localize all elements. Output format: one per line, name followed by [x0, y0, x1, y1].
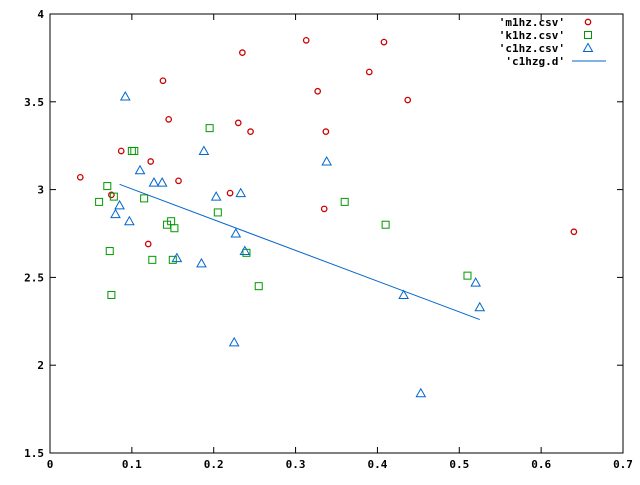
square-point	[130, 146, 139, 155]
circle-point	[76, 173, 84, 181]
y-tick-label: 1.5	[24, 447, 44, 460]
x-tick-label: 0.1	[122, 458, 142, 471]
circle-point	[380, 38, 388, 46]
triangle-point	[210, 191, 222, 201]
triangle-point	[230, 227, 242, 238]
square-point	[168, 255, 177, 264]
triangle-point	[321, 155, 333, 166]
y-tick-label: 3	[37, 184, 44, 197]
circle-point	[404, 96, 412, 104]
triangle-point	[239, 245, 251, 256]
circle-point	[320, 205, 328, 213]
circle-point	[108, 191, 115, 199]
x-tick-label: 0.4	[367, 458, 387, 471]
circle-point	[159, 77, 167, 85]
circle-point	[302, 36, 310, 44]
triangle-point	[134, 164, 146, 175]
fit-line	[119, 183, 480, 321]
y-tick-label: 2	[37, 359, 44, 372]
square-point	[127, 146, 136, 155]
square-point	[205, 124, 214, 133]
legend-triangle-swatch	[582, 42, 594, 52]
circle-point	[144, 240, 152, 248]
circle-point	[226, 189, 234, 197]
x-tick-label: 0.6	[531, 458, 551, 471]
legend-label: 'c1hzg.d'	[505, 55, 565, 68]
square-point	[463, 271, 472, 280]
triangle-point	[198, 145, 210, 155]
x-tick-label: 0	[47, 458, 54, 471]
y-tick-label: 2.5	[24, 271, 44, 284]
circle-point	[165, 116, 173, 123]
triangle-point	[171, 252, 183, 263]
square-point	[95, 197, 104, 206]
square-point	[140, 194, 149, 203]
legend-label: 'm1hz.csv'	[499, 16, 565, 29]
circle-point	[570, 228, 578, 236]
triangle-point	[415, 387, 427, 398]
circle-point	[117, 147, 125, 155]
triangle-point	[470, 277, 482, 287]
x-tick-label: 0.3	[286, 458, 306, 471]
triangle-point	[196, 257, 207, 268]
square-point	[213, 208, 222, 217]
triangle-point	[110, 208, 121, 219]
square-point	[340, 197, 349, 206]
triangle-point	[148, 177, 160, 187]
triangle-point	[474, 301, 486, 312]
square-point	[105, 247, 114, 256]
circle-point	[234, 119, 242, 127]
legend-label: 'k1hz.csv'	[499, 29, 565, 42]
square-point	[107, 290, 116, 299]
square-point	[170, 224, 179, 233]
circle-point	[314, 87, 322, 95]
circle-point	[322, 128, 330, 136]
circle-point	[239, 49, 246, 56]
triangle-point	[398, 289, 409, 299]
triangle-point	[114, 199, 125, 210]
y-tick-label: 4	[37, 8, 44, 21]
x-tick-label: 0.2	[204, 458, 224, 471]
square-point	[103, 182, 112, 191]
legend-label: 'c1hz.csv'	[499, 42, 565, 55]
y-tick-label: 3.5	[24, 96, 44, 109]
triangle-point	[156, 177, 168, 187]
circle-point	[247, 128, 254, 136]
legend-square-swatch	[584, 31, 592, 39]
circle-point	[365, 68, 373, 76]
triangle-point	[124, 215, 135, 226]
x-tick-label: 0.7	[613, 458, 633, 471]
circle-point	[147, 158, 155, 165]
triangle-point	[235, 187, 247, 198]
circle-point	[175, 177, 182, 185]
triangle-point	[228, 336, 240, 347]
square-point	[109, 192, 118, 201]
plot-frame	[49, 13, 624, 454]
legend-circle-swatch	[584, 18, 592, 26]
square-point	[381, 220, 390, 229]
square-point	[148, 255, 157, 264]
square-point	[254, 282, 263, 291]
triangle-point	[119, 91, 131, 101]
x-tick-label: 0.5	[449, 458, 469, 471]
